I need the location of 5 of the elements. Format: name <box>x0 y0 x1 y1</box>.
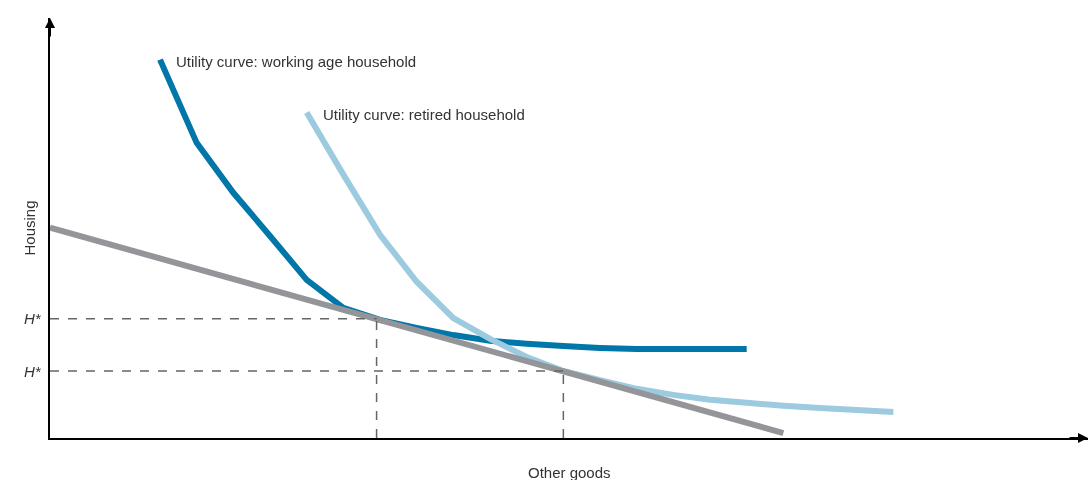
series-label: Utility curve: working age household <box>176 53 417 70</box>
ref-line-label: H* <box>24 363 42 380</box>
ref-line-label: H* <box>24 310 42 327</box>
y-axis-title: Housing <box>20 200 38 256</box>
series-label: Utility curve: retired household <box>323 106 525 123</box>
